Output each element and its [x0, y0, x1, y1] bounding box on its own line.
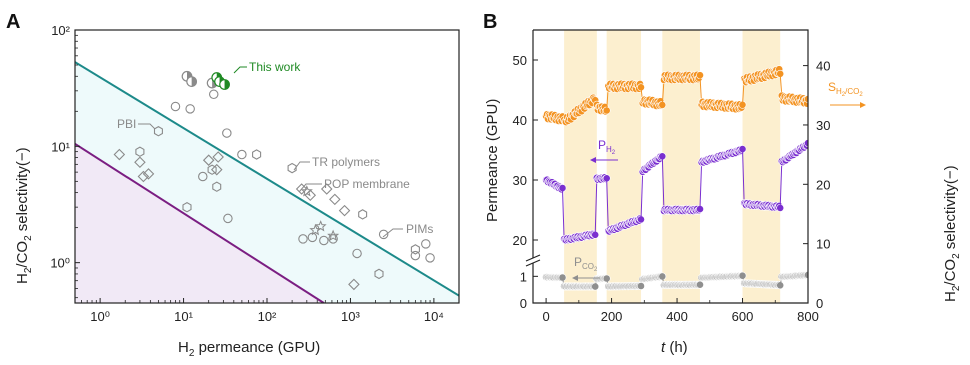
data-point-circle	[238, 150, 246, 158]
panel-b-shaded-intervals	[564, 30, 780, 303]
data-point-hexagon	[359, 210, 367, 219]
label-s-h2-co2: SH2/CO2	[828, 80, 866, 108]
y-right-tick-label: 30	[816, 118, 830, 133]
panel-a-y-axis-label: H2/CO2 selectivity(−)	[14, 147, 34, 284]
panel-a: A 10⁰ 10¹ 10² 10³ 10⁴ 10⁰ 10¹ 10² This work PBI…	[6, 11, 459, 359]
svg-text:TR polymers: TR polymers	[312, 155, 380, 169]
y-right-tick-label: 0	[816, 296, 823, 311]
annotation-pims: PIMs	[383, 222, 433, 237]
y-left-tick-label: 40	[513, 113, 527, 128]
y-left-tick-label: 50	[513, 53, 527, 68]
x-tick-label: 400	[666, 309, 688, 324]
data-point-circle	[171, 102, 179, 110]
annotation-tr-polymers: TR polymers	[294, 155, 380, 170]
svg-text:PIMs: PIMs	[406, 222, 433, 236]
x-tick-label: 0	[542, 309, 549, 324]
x-tick-label: 10¹	[174, 309, 193, 324]
panel-b-x-axis-label: t (h)	[661, 339, 688, 356]
y-tick-label: 10¹	[51, 139, 70, 154]
annotation-pop-membrane: POP membrane	[299, 177, 410, 192]
svg-text:This work: This work	[249, 60, 301, 74]
series-point	[637, 282, 644, 289]
y-left-tick-label: 20	[513, 233, 527, 248]
data-point-diamond	[330, 194, 340, 204]
y-left-tick-label: 30	[513, 173, 527, 188]
x-tick-label: 10³	[341, 309, 360, 324]
shaded-interval	[607, 30, 641, 303]
y-right-tick-label: 20	[816, 177, 830, 192]
series-connector	[641, 172, 643, 220]
data-point-star	[302, 186, 312, 195]
y-right-tick-label: 10	[816, 237, 830, 252]
series-connector	[780, 161, 782, 208]
x-tick-label: 800	[797, 309, 819, 324]
data-point-diamond	[340, 206, 350, 216]
panel-b-y-right-label: H2/CO2 selectivity(−)	[942, 165, 962, 302]
y-right-tick-label: 40	[816, 59, 830, 74]
data-point-circle	[426, 254, 434, 262]
x-tick-label: 200	[601, 309, 623, 324]
data-point-circle	[186, 105, 194, 113]
annotation-this-work: This work	[234, 60, 301, 74]
series-connector	[700, 162, 702, 209]
svg-text:PBI: PBI	[117, 117, 136, 131]
data-point-hexagon	[253, 150, 261, 159]
this-work-point	[220, 80, 230, 90]
panel-b-y-left-label: Permeance (GPU)	[484, 99, 501, 222]
svg-text:POP membrane: POP membrane	[324, 177, 410, 191]
series-point	[592, 283, 599, 290]
panel-a-x-axis-label: H2 permeance (GPU)	[178, 339, 320, 359]
svg-text:SH2/CO2: SH2/CO2	[828, 80, 863, 98]
y-tick-label: 10⁰	[50, 256, 70, 271]
x-tick-label: 10⁰	[90, 309, 110, 324]
data-point-half-filled	[187, 77, 197, 87]
x-tick-label: 10²	[258, 309, 277, 324]
y-left-tick-label: 1	[520, 269, 527, 284]
series-connector	[562, 188, 564, 239]
data-point-circle	[223, 129, 231, 137]
data-point-hexagon	[411, 245, 419, 254]
y-left-tick-label: 0	[520, 296, 527, 311]
x-tick-label: 10⁴	[424, 309, 444, 324]
panel-a-label: A	[6, 11, 20, 33]
panel-b-label: B	[483, 11, 497, 33]
y-tick-label: 10²	[51, 23, 70, 38]
x-tick-label: 600	[732, 309, 754, 324]
data-point-circle	[422, 240, 430, 248]
data-point-circle	[210, 90, 218, 98]
